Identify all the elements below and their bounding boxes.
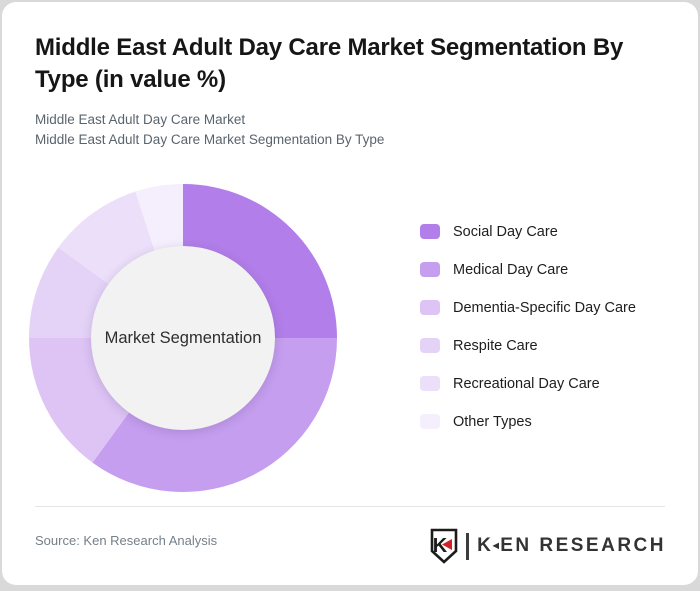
red-triangle-icon: ◄: [490, 540, 502, 552]
ken-research-logo: K K ◄ EN RESEARCH: [429, 528, 666, 564]
title-line-2: Type (in value %): [35, 66, 226, 93]
legend-item-2[interactable]: Dementia-Specific Day Care: [420, 299, 636, 316]
title-line-1: Middle East Adult Day Care Market Segmen…: [35, 34, 624, 61]
source-text: Source: Ken Research Analysis: [35, 533, 218, 548]
chart-subtitle-market: Middle East Adult Day Care Market: [35, 112, 246, 127]
page-title: Middle East Adult Day Care Market Segmen…: [35, 32, 623, 96]
chart-subtitle-segmentation: Middle East Adult Day Care Market Segmen…: [35, 132, 385, 147]
donut-chart: Market Segmentation: [23, 178, 343, 498]
logo-word-rest: EN RESEARCH: [500, 535, 666, 556]
legend-item-4[interactable]: Recreational Day Care: [420, 375, 636, 392]
legend-item-5[interactable]: Other Types: [420, 413, 636, 430]
footer-divider: [35, 506, 665, 507]
legend: Social Day Care Medical Day Care Dementia-…: [420, 224, 636, 452]
legend-swatch-icon: [420, 338, 440, 353]
donut-center-circle: Market Segmentation: [91, 246, 275, 430]
legend-label: Recreational Day Care: [453, 375, 600, 392]
legend-swatch-icon: [420, 300, 440, 315]
shield-triangle-icon: [442, 539, 453, 550]
logo-word-k: K: [477, 535, 494, 556]
legend-label: Other Types: [453, 413, 532, 430]
svg-text:K: K: [433, 535, 448, 557]
logo-shield-icon: K: [430, 528, 458, 564]
legend-label: Respite Care: [453, 337, 538, 354]
legend-swatch-icon: [420, 376, 440, 391]
legend-item-0[interactable]: Social Day Care: [420, 223, 636, 240]
legend-item-1[interactable]: Medical Day Care: [420, 261, 636, 278]
legend-swatch-icon: [420, 262, 440, 277]
legend-label: Medical Day Care: [453, 261, 569, 278]
legend-swatch-icon: [420, 224, 440, 239]
legend-swatch-icon: [420, 414, 440, 429]
logo-separator: [466, 532, 470, 560]
legend-label: Social Day Care: [453, 223, 558, 240]
legend-item-3[interactable]: Respite Care: [420, 337, 636, 354]
legend-label: Dementia-Specific Day Care: [453, 299, 636, 316]
donut-center-label: Market Segmentation: [104, 328, 262, 347]
logo-wordmark: K ◄ EN RESEARCH: [477, 535, 666, 557]
